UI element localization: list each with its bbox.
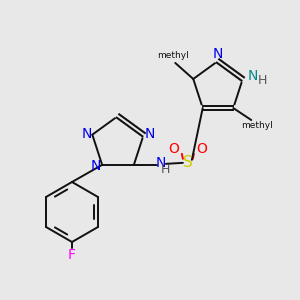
- Text: methyl: methyl: [242, 121, 273, 130]
- Text: N: N: [145, 127, 155, 141]
- Text: N: N: [156, 156, 166, 170]
- Text: S: S: [183, 155, 193, 170]
- Text: F: F: [68, 248, 76, 262]
- Text: H: H: [161, 163, 171, 176]
- Text: N: N: [248, 69, 258, 83]
- Text: N: N: [91, 159, 101, 173]
- Text: methyl: methyl: [158, 52, 189, 61]
- Text: O: O: [168, 142, 179, 156]
- Text: N: N: [81, 127, 92, 141]
- Text: N: N: [213, 47, 223, 61]
- Text: H: H: [258, 74, 267, 88]
- Text: O: O: [196, 142, 207, 156]
